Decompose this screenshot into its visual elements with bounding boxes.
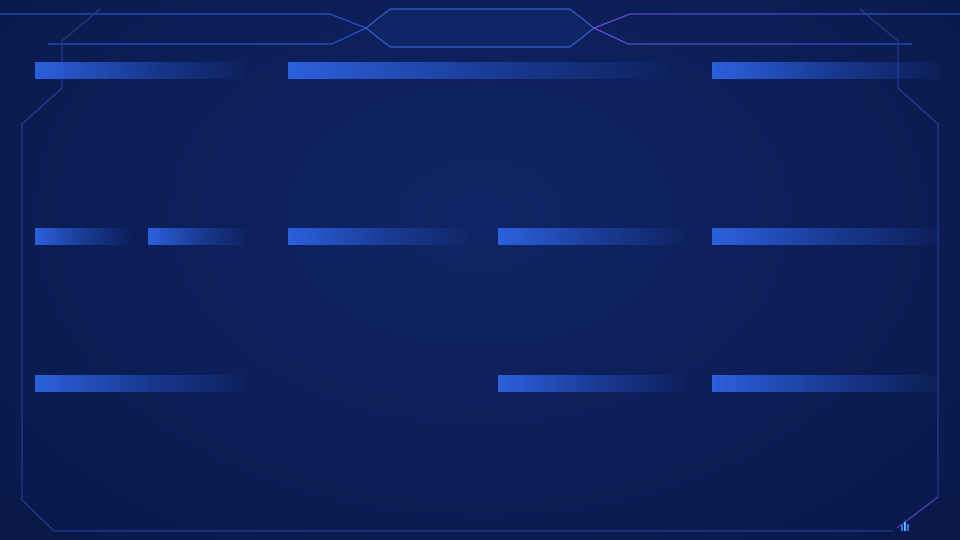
- panel-title-trend-bars: [288, 62, 668, 79]
- title-banner-shape: [365, 8, 595, 48]
- avg-capacity-chart: [498, 252, 685, 372]
- panel-title-task-success: [148, 228, 245, 245]
- task-total-line-chart: [35, 84, 245, 208]
- memory-usage-chart: [712, 398, 940, 512]
- panel-title-storage: [498, 375, 685, 392]
- cpu-usage-donut: [712, 250, 940, 368]
- panel-title-cpu-usage: [712, 228, 940, 245]
- panel-title-total-resources: [712, 62, 940, 79]
- task-success-donut: [148, 250, 245, 368]
- panel-title-task-table: [288, 228, 468, 245]
- task-management-table: [288, 252, 468, 510]
- storage-chart: [498, 398, 685, 512]
- tencent-cloud-watermark: [901, 521, 913, 531]
- panel-title-avg-capacity: [498, 228, 685, 245]
- panel-title-memory-usage: [712, 375, 940, 392]
- panel-title-task-total-radar: [35, 228, 130, 245]
- completion-rate-chart: [35, 398, 245, 512]
- total-resources-chart: [712, 84, 940, 208]
- watermark-bars-icon: [901, 522, 909, 531]
- panel-title-completion-rate: [35, 375, 245, 392]
- task-total-radar-chart: [35, 250, 153, 368]
- panel-title-task-total-line: [35, 62, 245, 79]
- trend-bars-chart: [288, 84, 668, 208]
